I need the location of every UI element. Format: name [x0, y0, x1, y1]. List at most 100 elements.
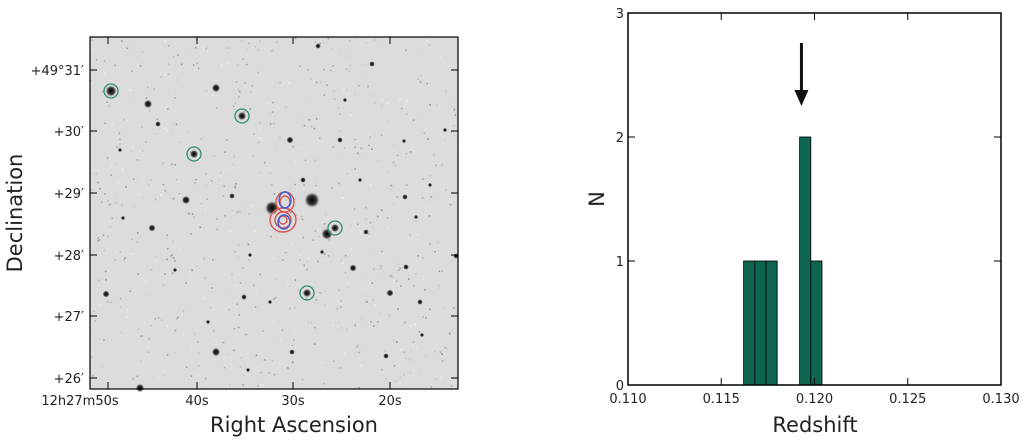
- histogram-bar: [765, 260, 778, 386]
- noise-speck: [148, 157, 150, 159]
- noise-speck: [114, 162, 117, 165]
- noise-speck: [160, 76, 162, 78]
- noise-speck: [149, 110, 151, 112]
- noise-speck: [276, 261, 278, 263]
- noise-speck: [334, 296, 337, 299]
- noise-speck: [332, 90, 335, 92]
- noise-speck: [381, 250, 383, 253]
- noise-speck: [305, 99, 308, 101]
- noise-speck: [397, 270, 400, 273]
- noise-speck: [109, 278, 111, 281]
- noise-speck: [242, 58, 244, 60]
- noise-speck: [386, 217, 389, 219]
- noise-speck: [158, 376, 161, 378]
- noise-speck: [173, 278, 176, 280]
- noise-speck: [132, 144, 134, 147]
- noise-speck: [243, 110, 246, 113]
- noise-speck: [110, 301, 112, 303]
- noise-speck: [237, 88, 239, 91]
- noise-speck: [272, 122, 275, 125]
- noise-speck: [231, 273, 233, 276]
- noise-speck: [418, 331, 421, 333]
- noise-speck: [344, 272, 347, 274]
- noise-speck: [231, 210, 234, 212]
- noise-speck: [242, 384, 245, 386]
- noise-speck: [343, 88, 345, 91]
- noise-speck: [162, 183, 165, 186]
- noise-speck: [354, 93, 356, 95]
- noise-speck: [236, 64, 239, 66]
- noise-speck: [355, 351, 357, 353]
- sky-image-panel: 12h27m50s 40s 30s 20s +49°31′ +30′ +29′ …: [3, 36, 459, 437]
- noise-speck: [153, 47, 156, 49]
- noise-speck: [308, 118, 310, 121]
- sky-y-tick-label: +26′: [54, 372, 84, 387]
- noise-speck: [423, 275, 425, 277]
- noise-speck: [242, 374, 245, 376]
- noise-speck: [435, 164, 437, 167]
- noise-speck: [387, 303, 390, 305]
- noise-speck: [359, 154, 361, 156]
- star: [386, 289, 394, 297]
- noise-speck: [195, 178, 197, 181]
- noise-speck: [337, 107, 340, 109]
- noise-speck: [140, 335, 142, 338]
- noise-speck: [336, 308, 339, 310]
- noise-speck: [145, 141, 148, 143]
- noise-speck: [298, 379, 300, 382]
- noise-speck: [114, 197, 116, 199]
- noise-speck: [363, 288, 365, 291]
- noise-speck: [415, 273, 417, 275]
- noise-speck: [156, 205, 159, 207]
- star: [172, 267, 178, 273]
- noise-speck: [356, 152, 359, 155]
- noise-speck: [314, 337, 316, 340]
- noise-speck: [333, 98, 336, 100]
- noise-speck: [257, 49, 260, 51]
- noise-speck: [227, 229, 229, 231]
- noise-speck: [385, 99, 387, 101]
- noise-speck: [347, 293, 349, 296]
- noise-speck: [452, 124, 455, 127]
- noise-speck: [294, 198, 297, 200]
- noise-speck: [110, 164, 112, 167]
- star: [369, 61, 375, 67]
- y-tick-label: 1: [616, 255, 624, 270]
- noise-speck: [326, 52, 329, 55]
- noise-speck: [297, 113, 300, 115]
- star: [117, 147, 123, 153]
- red-contour: [278, 215, 288, 225]
- noise-speck: [387, 227, 389, 230]
- noise-speck: [273, 298, 275, 300]
- noise-speck: [303, 264, 305, 267]
- noise-speck: [272, 48, 274, 51]
- noise-speck: [222, 195, 225, 197]
- noise-speck: [390, 61, 393, 63]
- noise-speck: [417, 115, 420, 117]
- noise-speck: [156, 355, 159, 357]
- noise-speck: [225, 139, 228, 141]
- noise-speck: [164, 40, 166, 42]
- star: [319, 249, 325, 255]
- noise-speck: [253, 284, 255, 287]
- noise-speck: [174, 163, 176, 166]
- noise-speck: [432, 177, 434, 180]
- noise-speck: [236, 303, 238, 305]
- noise-speck: [264, 359, 266, 361]
- noise-speck: [365, 85, 367, 87]
- noise-speck: [197, 291, 199, 293]
- noise-speck: [162, 99, 164, 102]
- member-circles: [103, 83, 343, 301]
- noise-speck: [121, 168, 124, 171]
- noise-speck: [119, 143, 121, 145]
- noise-speck: [222, 299, 225, 302]
- noise-speck: [258, 172, 260, 174]
- noise-speck: [167, 63, 170, 65]
- noise-speck: [250, 91, 252, 93]
- noise-speck: [114, 64, 116, 67]
- noise-speck: [438, 287, 440, 289]
- noise-speck: [94, 320, 96, 322]
- noise-speck: [251, 204, 253, 207]
- noise-speck: [422, 279, 425, 281]
- noise-speck: [441, 372, 444, 375]
